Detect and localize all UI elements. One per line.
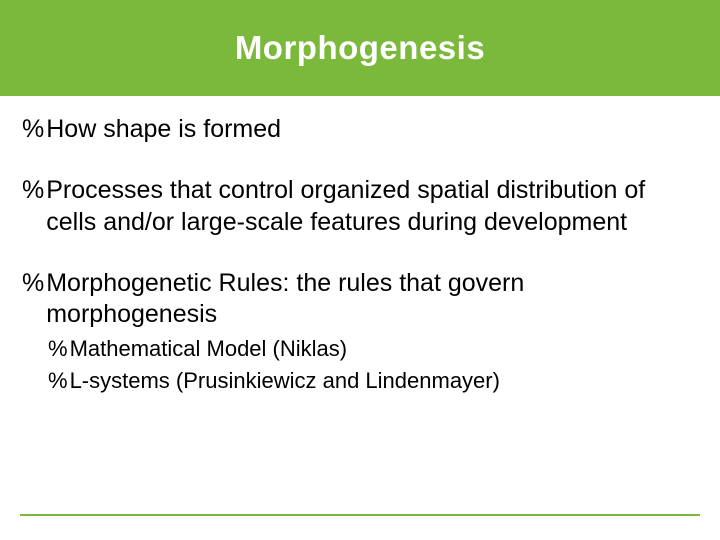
slide-content: % How shape is formed % Processes that c… (0, 96, 720, 396)
sub-bullet-item: % Mathematical Model (Niklas) (48, 334, 698, 364)
footer-divider (20, 514, 700, 516)
slide-title: Morphogenesis (235, 29, 485, 67)
bullet-text: Morphogenetic Rules: the rules that gove… (46, 268, 698, 331)
bullet-text: How shape is formed (46, 114, 698, 145)
sub-bullet-text: L-systems (Prusinkiewicz and Lindenmayer… (70, 366, 698, 396)
bullet-glyph-icon: % (48, 334, 68, 364)
bullet-glyph-icon: % (48, 366, 68, 396)
sub-bullet-group: % Mathematical Model (Niklas) % L-system… (48, 334, 698, 395)
bullet-glyph-icon: % (22, 268, 44, 299)
bullet-glyph-icon: % (22, 175, 44, 206)
bullet-glyph-icon: % (22, 114, 44, 145)
bullet-item: % Morphogenetic Rules: the rules that go… (22, 268, 698, 331)
bullet-item: % How shape is formed (22, 114, 698, 145)
bullet-text: Processes that control organized spatial… (46, 175, 698, 238)
sub-bullet-text: Mathematical Model (Niklas) (70, 334, 698, 364)
bullet-item: % Processes that control organized spati… (22, 175, 698, 238)
sub-bullet-item: % L-systems (Prusinkiewicz and Lindenmay… (48, 366, 698, 396)
title-band: Morphogenesis (0, 0, 720, 96)
